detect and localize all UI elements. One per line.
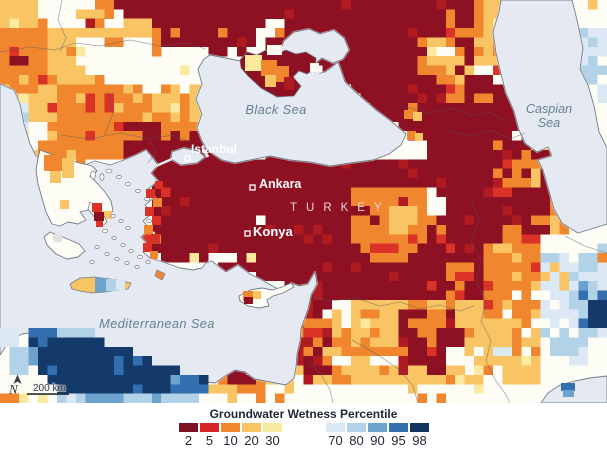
svg-text:Caspian: Caspian	[526, 102, 572, 116]
svg-text:TURKEY: TURKEY	[290, 202, 391, 214]
svg-text:Black Sea: Black Sea	[245, 102, 306, 117]
svg-text:Mediterranean Sea: Mediterranean Sea	[99, 316, 215, 331]
svg-text:Ankara: Ankara	[259, 177, 302, 191]
svg-text:Sea: Sea	[538, 116, 560, 130]
svg-text:200 km: 200 km	[33, 383, 66, 394]
svg-text:N: N	[8, 382, 19, 397]
svg-text:Istanbul: Istanbul	[191, 142, 237, 156]
svg-text:Konya: Konya	[253, 224, 294, 239]
